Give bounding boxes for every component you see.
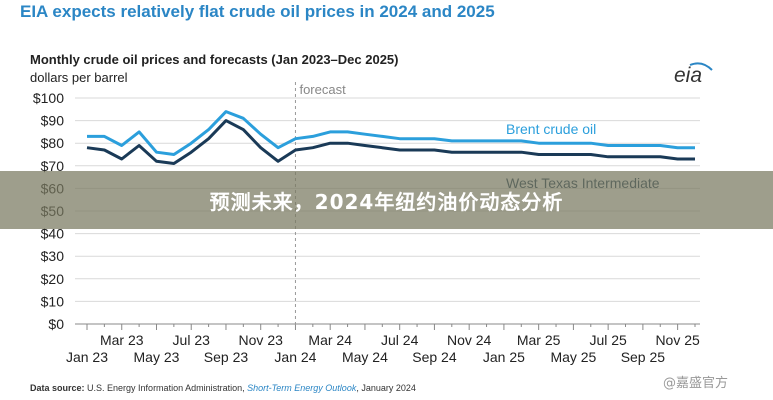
eia-logo-swoosh-icon	[689, 62, 713, 71]
x-tick-label: Jul 24	[381, 332, 419, 348]
eia-logo-text: eia	[674, 64, 703, 87]
x-tick-label: Jan 25	[483, 349, 525, 365]
x-tick-label: May 25	[550, 349, 596, 365]
x-tick-label: Jul 23	[173, 332, 211, 348]
x-tick-label: Sep 23	[204, 349, 249, 365]
x-tick-label: Nov 25	[655, 332, 700, 348]
source-date: , January 2024	[356, 383, 416, 393]
x-tick-label: May 24	[342, 349, 388, 365]
brent-series-label: Brent crude oil	[506, 121, 596, 137]
brent-series-line	[87, 110, 695, 156]
x-tick-label: Nov 24	[447, 332, 492, 348]
y-tick-label: $100	[33, 90, 64, 106]
source-label: Data source:	[30, 383, 85, 393]
eia-logo: eia	[668, 60, 714, 90]
y-tick-label: $20	[41, 271, 65, 287]
x-tick-label: Mar 25	[517, 332, 561, 348]
y-tick-label: $0	[48, 316, 64, 332]
y-tick-label: $80	[41, 135, 65, 151]
headline: EIA expects relatively flat crude oil pr…	[20, 2, 495, 21]
x-tick-label: Mar 23	[100, 332, 144, 348]
y-tick-label: $70	[41, 158, 65, 174]
x-tick-label: May 23	[134, 349, 180, 365]
watermark: @嘉盛官方	[663, 376, 729, 391]
forecast-label: forecast	[299, 82, 346, 97]
x-tick-label: Sep 24	[412, 349, 457, 365]
x-tick-label: Jul 25	[589, 332, 627, 348]
chart-title: Monthly crude oil prices and forecasts (…	[30, 52, 399, 67]
x-tick-label: Mar 24	[308, 332, 352, 348]
x-tick-label: Jan 23	[66, 349, 108, 365]
y-axis-units: dollars per barrel	[30, 70, 128, 85]
y-tick-label: $90	[41, 113, 65, 129]
y-tick-label: $10	[41, 293, 65, 309]
x-tick-label: Nov 23	[239, 332, 284, 348]
x-tick-label: Jan 24	[274, 349, 316, 365]
source-org: U.S. Energy Information Administration,	[84, 383, 248, 393]
x-tick-label: Sep 25	[621, 349, 666, 365]
caption-text: 预测未来，2024年纽约油价动态分析	[209, 189, 564, 214]
y-tick-label: $40	[41, 226, 65, 242]
data-source-note: Data source: U.S. Energy Information Adm…	[30, 383, 416, 393]
caption-banner: 预测未来，2024年纽约油价动态分析	[0, 171, 773, 229]
wti-series-line	[86, 119, 695, 165]
y-tick-label: $30	[41, 248, 65, 264]
source-publication-link[interactable]: Short-Term Energy Outlook	[247, 383, 357, 393]
